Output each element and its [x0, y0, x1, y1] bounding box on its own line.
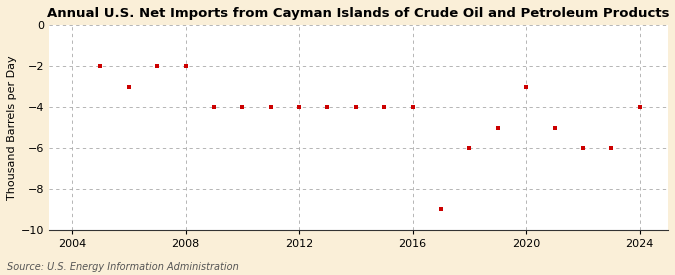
Point: [152, 64, 163, 68]
Point: [634, 105, 645, 109]
Point: [379, 105, 389, 109]
Point: [549, 125, 560, 130]
Point: [38, 43, 49, 48]
Point: [407, 105, 418, 109]
Text: Source: U.S. Energy Information Administration: Source: U.S. Energy Information Administ…: [7, 262, 238, 272]
Point: [124, 84, 134, 89]
Point: [606, 146, 617, 150]
Point: [237, 105, 248, 109]
Point: [95, 64, 106, 68]
Point: [180, 64, 191, 68]
Point: [209, 105, 219, 109]
Point: [520, 84, 531, 89]
Point: [294, 105, 304, 109]
Point: [435, 207, 446, 211]
Point: [265, 105, 276, 109]
Point: [350, 105, 361, 109]
Point: [322, 105, 333, 109]
Point: [464, 146, 475, 150]
Title: Annual U.S. Net Imports from Cayman Islands of Crude Oil and Petroleum Products: Annual U.S. Net Imports from Cayman Isla…: [47, 7, 670, 20]
Point: [492, 125, 503, 130]
Y-axis label: Thousand Barrels per Day: Thousand Barrels per Day: [7, 55, 17, 200]
Point: [578, 146, 589, 150]
